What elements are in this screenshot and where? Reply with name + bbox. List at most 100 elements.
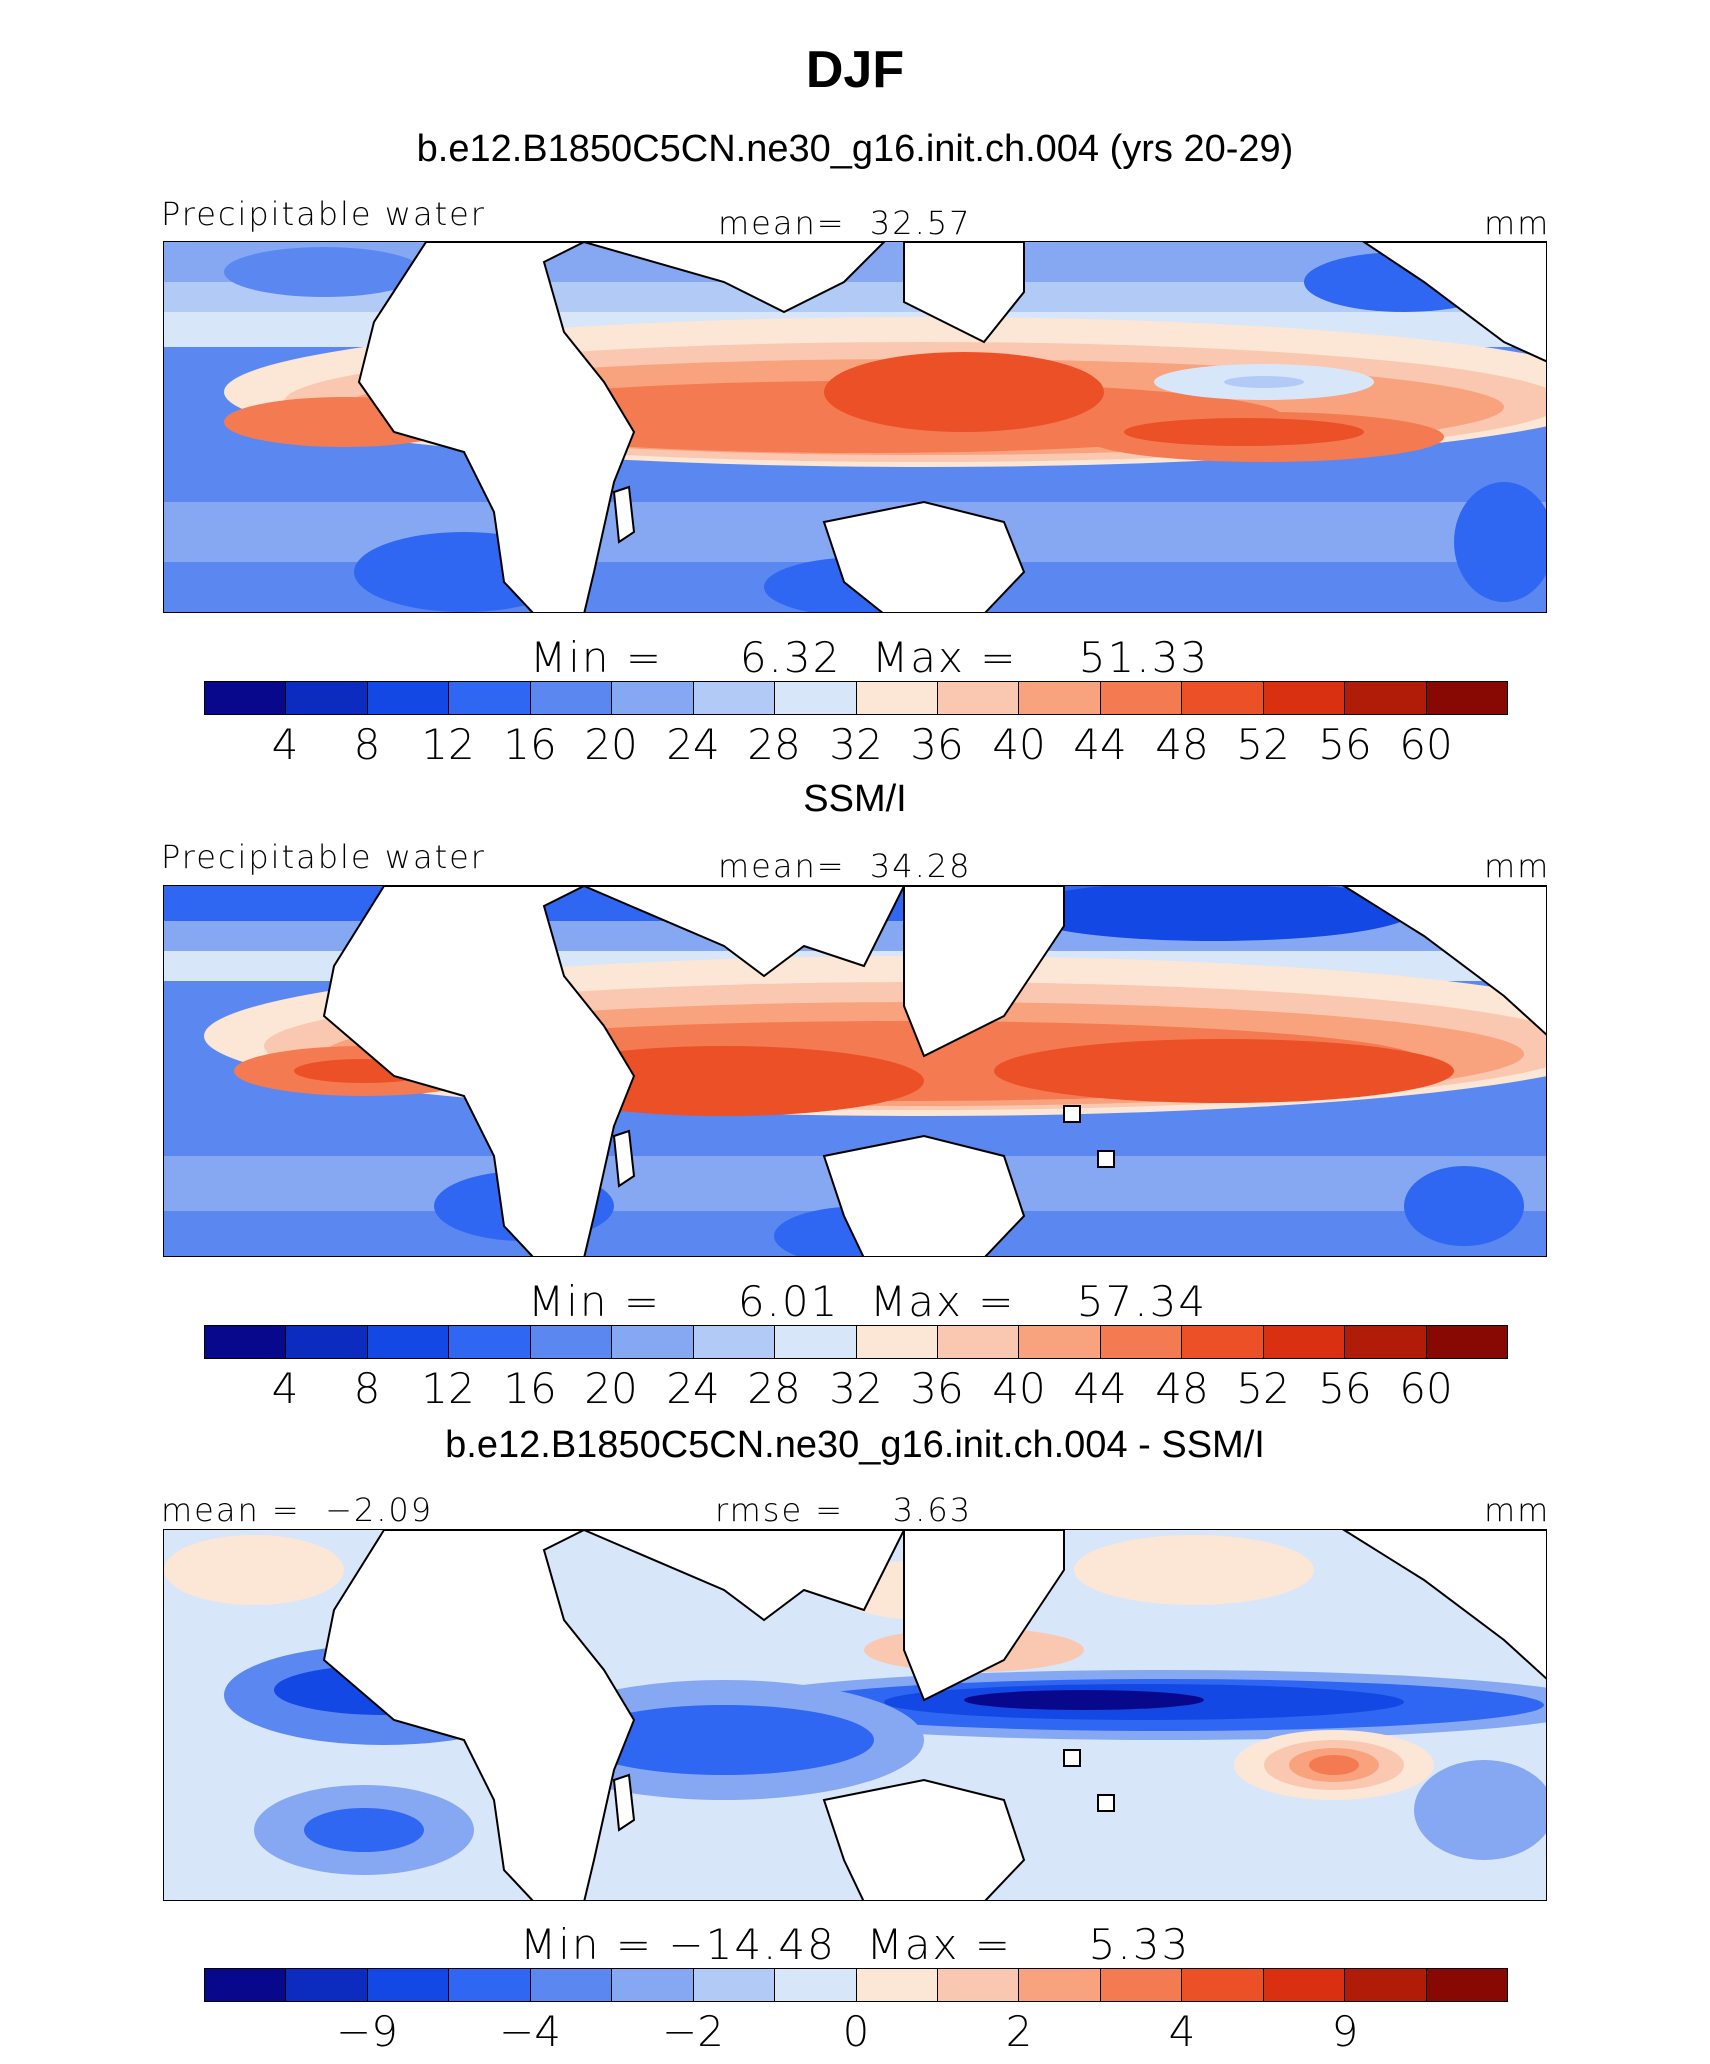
panel-3-tick-label: −9	[336, 2007, 398, 2056]
panel-1-colorbar-swatch	[1263, 682, 1346, 714]
panel-1-tick-label: 24	[666, 720, 720, 769]
panel-1-units-label: mm	[1484, 204, 1551, 242]
panel-1-tick-label: 28	[747, 720, 801, 769]
panel-2-variable-label: Precipitable water	[161, 838, 486, 876]
panel-2-colorbar-swatch	[530, 1326, 613, 1358]
panel-2-tick-label: 40	[992, 1364, 1046, 1413]
panel-2-tick-label: 36	[910, 1364, 964, 1413]
panel-3-colorbar-swatch	[1100, 1969, 1183, 2001]
panel-2-tick-label: 8	[353, 1364, 381, 1413]
panel-3-colorbar-swatch	[612, 1969, 694, 2001]
panel-1-tick-label: 44	[1073, 720, 1127, 769]
panel-3-colorbar-swatch	[449, 1969, 531, 2001]
panel-1-variable-label: Precipitable water	[161, 195, 486, 233]
panel-1-tick-label: 48	[1155, 720, 1209, 769]
panel-1-colorbar-swatch	[612, 682, 694, 714]
panel-3-colorbar-swatch	[1182, 1969, 1264, 2001]
panel-2-colorbar-swatch	[612, 1326, 694, 1358]
panel-1-tick-label: 8	[353, 720, 381, 769]
panel-3-tick-label: −2	[662, 2007, 724, 2056]
panel-1-title: b.e12.B1850C5CN.ne30_g16.init.ch.004 (yr…	[416, 128, 1294, 170]
panel-2-tick-label: 44	[1073, 1364, 1127, 1413]
panel-1-colorbar-swatch	[856, 682, 938, 714]
panel-1-tick-label: 40	[992, 720, 1046, 769]
panel-1-stats: Min = 6.32 Max = 51.33	[530, 633, 1210, 682]
panel-3-colorbar-swatch	[530, 1969, 613, 2001]
panel-3-colorbar-swatch	[775, 1969, 857, 2001]
panel-1-colorbar-swatch	[1345, 682, 1427, 714]
figure-title: DJF	[805, 41, 905, 99]
panel-2-tick-label: 12	[421, 1364, 475, 1413]
panel-2-tick-label: 4	[271, 1364, 299, 1413]
panel-3-colorbar-swatch	[1345, 1969, 1427, 2001]
panel-2-units-label: mm	[1484, 847, 1551, 885]
panel-2-tick-label: 16	[503, 1364, 557, 1413]
panel-2-colorbar-swatch	[1263, 1326, 1346, 1358]
panel-2-colorbar-swatch	[937, 1326, 1020, 1358]
panel-1-colorbar-swatch	[286, 682, 368, 714]
panel-3-units-label: mm	[1484, 1491, 1551, 1529]
panel-2-colorbar	[204, 1325, 1508, 1359]
panel-2-colorbar-swatch	[1426, 1326, 1507, 1358]
panel-2-tick-label: 20	[584, 1364, 638, 1413]
panel-1-colorbar-swatch	[1100, 682, 1183, 714]
panel-2-tick-label: 56	[1318, 1364, 1372, 1413]
panel-2-tick-label: 24	[666, 1364, 720, 1413]
panel-2-tick-label: 52	[1236, 1364, 1290, 1413]
panel-2-colorbar-swatch	[1182, 1326, 1264, 1358]
panel-3-colorbar	[204, 1968, 1508, 2002]
panel-2-colorbar-swatch	[367, 1326, 450, 1358]
panel-3-tick-label: 4	[1168, 2007, 1196, 2056]
panel-3-rmse-label: rmse = 3.63	[715, 1491, 973, 1529]
panel-3-colorbar-swatch	[1263, 1969, 1346, 2001]
panel-1-tick-label: 12	[421, 720, 475, 769]
panel-1-tick-label: 52	[1236, 720, 1290, 769]
panel-1-colorbar-swatch	[693, 682, 776, 714]
panel-1-colorbar-swatch	[205, 682, 287, 714]
panel-3-colorbar-swatch	[1426, 1969, 1507, 2001]
panel-1-tick-label: 32	[829, 720, 883, 769]
panel-1-colorbar-swatch	[937, 682, 1020, 714]
panel-3-colorbar-swatch	[856, 1969, 938, 2001]
panel-3-tick-label: −4	[499, 2007, 561, 2056]
panel-3-colorbar-swatch	[1019, 1969, 1101, 2001]
panel-2-colorbar-swatch	[775, 1326, 857, 1358]
panel-3-colorbar-swatch	[205, 1969, 287, 2001]
panel-1-colorbar-swatch	[367, 682, 450, 714]
panel-1-map	[163, 241, 1547, 613]
panel-1-tick-label: 56	[1318, 720, 1372, 769]
panel-2-stats: Min = 6.01 Max = 57.34	[528, 1277, 1208, 1326]
panel-1-colorbar-swatch	[449, 682, 531, 714]
panel-1-colorbar	[204, 681, 1508, 715]
panel-3-colorbar-swatch	[693, 1969, 776, 2001]
panel-1-colorbar-swatch	[775, 682, 857, 714]
panel-1-colorbar-swatch	[530, 682, 613, 714]
panel-3-tick-label: 0	[842, 2007, 870, 2056]
panel-3-map	[163, 1529, 1547, 1901]
panel-1-colorbar-swatch	[1426, 682, 1507, 714]
panel-1-colorbar-swatch	[1182, 682, 1264, 714]
panel-2-colorbar-swatch	[449, 1326, 531, 1358]
panel-1-colorbar-swatch	[1019, 682, 1101, 714]
panel-3-colorbar-swatch	[367, 1969, 450, 2001]
panel-2-tick-label: 48	[1155, 1364, 1209, 1413]
panel-1-tick-label: 20	[584, 720, 638, 769]
panel-3-stats: Min = −14.48 Max = 5.33	[520, 1920, 1191, 1969]
panel-2-colorbar-swatch	[693, 1326, 776, 1358]
panel-2-colorbar-swatch	[1345, 1326, 1427, 1358]
panel-2-colorbar-swatch	[856, 1326, 938, 1358]
panel-2-colorbar-swatch	[205, 1326, 287, 1358]
panel-1-tick-label: 4	[271, 720, 299, 769]
panel-1-mean-label: mean= 32.57	[718, 204, 972, 242]
panel-2-tick-label: 28	[747, 1364, 801, 1413]
panel-2-tick-label: 32	[829, 1364, 883, 1413]
panel-1-tick-label: 16	[503, 720, 557, 769]
panel-2-mean-label: mean= 34.28	[718, 847, 972, 885]
panel-3-colorbar-swatch	[286, 1969, 368, 2001]
panel-3-mean-label: mean = −2.09	[161, 1491, 434, 1529]
panel-1-tick-label: 36	[910, 720, 964, 769]
panel-2-title: SSM/I	[803, 778, 907, 820]
panel-3-title: b.e12.B1850C5CN.ne30_g16.init.ch.004 - S…	[445, 1424, 1265, 1466]
panel-2-colorbar-swatch	[286, 1326, 368, 1358]
panel-1-tick-label: 60	[1399, 720, 1453, 769]
